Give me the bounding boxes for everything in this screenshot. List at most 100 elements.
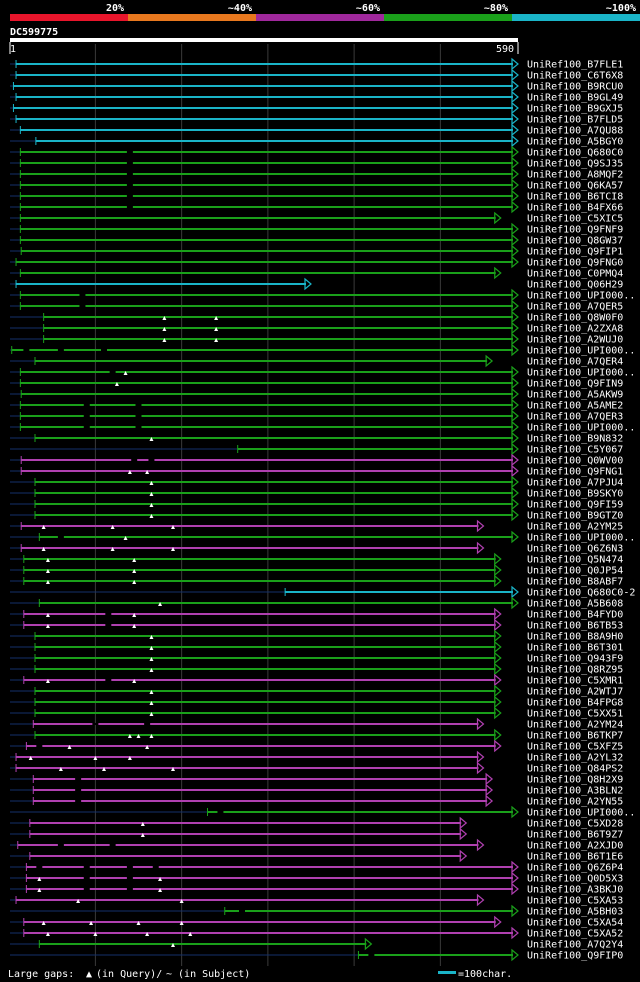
hit-label[interactable]: UniRef100_B6TCI8 <box>527 192 623 203</box>
hit-row[interactable]: UniRef100_B6TB53 <box>10 618 623 632</box>
hit-label[interactable]: UniRef100_A5BH03 <box>527 907 623 918</box>
hit-label[interactable]: UniRef100_Q06H29 <box>527 280 623 291</box>
hit-label[interactable]: UniRef100_UPI000.. <box>527 808 635 819</box>
hit-label[interactable]: UniRef100_A7QER3 <box>527 412 623 423</box>
hit-row[interactable]: UniRef100_Q943F9 <box>10 651 623 665</box>
hit-row[interactable]: UniRef100_B9SKY0 <box>10 486 623 500</box>
hit-row[interactable]: UniRef100_B6T9Z7 <box>10 827 623 841</box>
hit-label[interactable]: UniRef100_A7QU88 <box>527 126 623 137</box>
hit-label[interactable]: UniRef100_Q9FNG0 <box>527 258 623 269</box>
hit-label[interactable]: UniRef100_Q6Z6N3 <box>527 544 623 555</box>
hit-row[interactable]: UniRef100_A5AME2 <box>10 398 623 412</box>
hit-label[interactable]: UniRef100_UPI000.. <box>527 423 635 434</box>
hit-label[interactable]: UniRef100_Q9FIP1 <box>527 247 623 258</box>
hit-row[interactable]: UniRef100_A7Q2Y4 <box>10 937 623 951</box>
hit-label[interactable]: UniRef100_A2YL32 <box>527 753 623 764</box>
hit-row[interactable]: UniRef100_A7QER4 <box>10 354 623 368</box>
hit-row[interactable]: UniRef100_A2ZXA8 <box>10 321 623 335</box>
hit-row[interactable]: UniRef100_B9GTZ0 <box>10 508 623 522</box>
hit-row[interactable]: UniRef100_A8MQF2 <box>10 167 623 181</box>
hit-row[interactable]: UniRef100_C5XD28 <box>10 816 623 830</box>
hit-row[interactable]: UniRef100_A2XJD0 <box>10 838 623 852</box>
hit-label[interactable]: UniRef100_A2WUJ0 <box>527 335 623 346</box>
hit-row[interactable]: UniRef100_Q0JP54 <box>10 563 623 577</box>
hit-label[interactable]: UniRef100_B7FLE1 <box>527 60 623 71</box>
hit-label[interactable]: UniRef100_UPI000.. <box>527 291 635 302</box>
hit-row[interactable]: UniRef100_Q680C0 <box>10 145 623 159</box>
hit-label[interactable]: UniRef100_C5XFZ5 <box>527 742 623 753</box>
hit-label[interactable]: UniRef100_A8MQF2 <box>527 170 623 181</box>
hit-label[interactable]: UniRef100_Q9FIP0 <box>527 951 623 962</box>
hit-label[interactable]: UniRef100_C5XA52 <box>527 929 623 940</box>
hit-row[interactable]: UniRef100_B9GL49 <box>10 90 623 104</box>
hit-row[interactable]: UniRef100_C0PMQ4 <box>10 266 623 280</box>
hit-row[interactable]: UniRef100_Q5N474 <box>10 552 623 566</box>
hit-row[interactable]: UniRef100_B8ABF7 <box>10 574 623 588</box>
hit-label[interactable]: UniRef100_Q0D5X3 <box>527 874 623 885</box>
hit-label[interactable]: UniRef100_Q0WV00 <box>527 456 623 467</box>
hit-label[interactable]: UniRef100_B8A9H0 <box>527 632 623 643</box>
hit-label[interactable]: UniRef100_A5B608 <box>527 599 623 610</box>
hit-label[interactable]: UniRef100_C5XIC5 <box>527 214 623 225</box>
hit-row[interactable]: UniRef100_Q0WV00 <box>10 453 623 467</box>
hit-label[interactable]: UniRef100_Q8W0F0 <box>527 313 623 324</box>
hit-row[interactable]: UniRef100_A2YM25 <box>10 519 623 533</box>
hit-label[interactable]: UniRef100_A7Q2Y4 <box>527 940 623 951</box>
hit-row[interactable]: UniRef100_Q8H2X9 <box>10 772 623 786</box>
hit-label[interactable]: UniRef100_Q6KA57 <box>527 181 623 192</box>
hit-row[interactable]: UniRef100_Q0D5X3 <box>10 871 623 885</box>
hit-row[interactable]: UniRef100_B4FYD0 <box>10 607 623 621</box>
hit-row[interactable]: UniRef100_Q9FNG1 <box>10 464 623 478</box>
hit-label[interactable]: UniRef100_C5XD28 <box>527 819 623 830</box>
hit-label[interactable]: UniRef100_Q9FIN9 <box>527 379 623 390</box>
hit-row[interactable]: UniRef100_Q9SJ35 <box>10 156 623 170</box>
hit-row[interactable]: UniRef100_A2WTJ7 <box>10 684 623 698</box>
hit-row[interactable]: UniRef100_Q9FNG0 <box>10 255 623 269</box>
hit-row[interactable]: UniRef100_Q6KA57 <box>10 178 623 192</box>
hit-row[interactable]: UniRef100_C5XMR1 <box>10 673 623 687</box>
hit-row[interactable]: UniRef100_A7QER3 <box>10 409 623 423</box>
hit-label[interactable]: UniRef100_A3BLN2 <box>527 786 623 797</box>
hit-label[interactable]: UniRef100_B9RCU0 <box>527 82 623 93</box>
hit-label[interactable]: UniRef100_C5XA53 <box>527 896 623 907</box>
hit-label[interactable]: UniRef100_Q9FNG1 <box>527 467 623 478</box>
hit-row[interactable]: UniRef100_A2YN55 <box>10 794 623 808</box>
hit-row[interactable]: UniRef100_C6T6X8 <box>10 68 623 82</box>
hit-label[interactable]: UniRef100_A7QER4 <box>527 357 623 368</box>
hit-label[interactable]: UniRef100_A3BKJ0 <box>527 885 623 896</box>
hit-label[interactable]: UniRef100_A5AME2 <box>527 401 623 412</box>
hit-row[interactable]: UniRef100_B9RCU0 <box>10 79 623 93</box>
hit-label[interactable]: UniRef100_Q943F9 <box>527 654 623 665</box>
hit-label[interactable]: UniRef100_Q680C0-2 <box>527 588 635 599</box>
hit-label[interactable]: UniRef100_B9SKY0 <box>527 489 623 500</box>
hit-label[interactable]: UniRef100_C0PMQ4 <box>527 269 623 280</box>
hit-label[interactable]: UniRef100_C6T6X8 <box>527 71 623 82</box>
hit-row[interactable]: UniRef100_A3BLN2 <box>10 783 623 797</box>
hit-label[interactable]: UniRef100_Q5N474 <box>527 555 623 566</box>
hit-label[interactable]: UniRef100_B6TKP7 <box>527 731 623 742</box>
hit-row[interactable]: UniRef100_A5B608 <box>10 596 623 610</box>
hit-label[interactable]: UniRef100_B6T301 <box>527 643 623 654</box>
hit-row[interactable]: UniRef100_B7FLE1 <box>10 57 623 71</box>
hit-row[interactable]: UniRef100_Q9FI59 <box>10 497 623 511</box>
hit-row[interactable]: UniRef100_C5Y067 <box>10 442 623 456</box>
hit-label[interactable]: UniRef100_B8ABF7 <box>527 577 623 588</box>
hit-label[interactable]: UniRef100_Q8H2X9 <box>527 775 623 786</box>
hit-row[interactable]: UniRef100_A3BKJ0 <box>10 882 623 896</box>
hit-row[interactable]: UniRef100_B9GXJ5 <box>10 101 623 115</box>
hit-label[interactable]: UniRef100_A7QER5 <box>527 302 623 313</box>
hit-label[interactable]: UniRef100_C5Y067 <box>527 445 623 456</box>
hit-label[interactable]: UniRef100_A5BGY0 <box>527 137 623 148</box>
hit-row[interactable]: UniRef100_UPI000.. <box>10 530 635 544</box>
hit-label[interactable]: UniRef100_A2WTJ7 <box>527 687 623 698</box>
hit-row[interactable]: UniRef100_Q9FIP0 <box>10 948 623 962</box>
hit-row[interactable]: UniRef100_B6T301 <box>10 640 623 654</box>
hit-label[interactable]: UniRef100_C5XMR1 <box>527 676 623 687</box>
hit-row[interactable]: UniRef100_Q9FIN9 <box>10 376 623 390</box>
hit-row[interactable]: UniRef100_B4FX66 <box>10 200 623 214</box>
hit-row[interactable]: UniRef100_Q84PS2 <box>10 761 623 775</box>
hit-row[interactable]: UniRef100_A7QU88 <box>10 123 623 137</box>
hit-label[interactable]: UniRef100_Q9FI59 <box>527 500 623 511</box>
hit-label[interactable]: UniRef100_C5XA54 <box>527 918 623 929</box>
hit-row[interactable]: UniRef100_A2YM24 <box>10 717 623 731</box>
